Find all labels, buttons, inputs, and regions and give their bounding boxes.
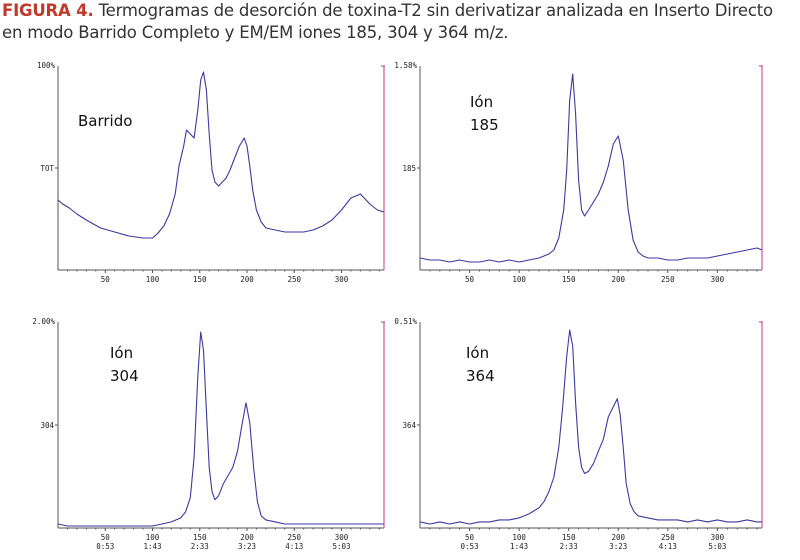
x-tick-label: 150 bbox=[193, 275, 207, 284]
x-tick-label: 50 bbox=[465, 275, 475, 284]
x-tick-label: 100 bbox=[146, 533, 160, 542]
figure-caption-text: Termogramas de desorción de toxina-T2 si… bbox=[2, 1, 773, 42]
y-top-label: 2.00% bbox=[32, 317, 55, 326]
x-tick-label: 300 bbox=[335, 533, 349, 542]
x-tick-label: 300 bbox=[335, 275, 349, 284]
x-tick-label: 200 bbox=[240, 275, 254, 284]
time-tick-label: 5:03 bbox=[332, 542, 350, 551]
time-tick-label: 4:13 bbox=[285, 542, 303, 551]
time-tick-label: 1:43 bbox=[143, 542, 161, 551]
time-tick-label: 0:53 bbox=[461, 542, 479, 551]
thermogram-trace bbox=[57, 71, 385, 239]
x-tick-label: 200 bbox=[611, 533, 625, 542]
x-tick-label: 250 bbox=[287, 275, 301, 284]
time-tick-label: 0:53 bbox=[96, 542, 114, 551]
time-tick-label: 2:33 bbox=[560, 542, 578, 551]
x-tick-label: 50 bbox=[465, 533, 475, 542]
panel-label-line: 364 bbox=[466, 367, 495, 385]
y-top-label: 0.51% bbox=[394, 317, 417, 326]
x-tick-label: 200 bbox=[611, 275, 625, 284]
panel-label-line: Ión bbox=[110, 344, 133, 362]
thermogram-trace bbox=[57, 331, 384, 527]
x-tick-label: 150 bbox=[193, 533, 207, 542]
x-tick-label: 100 bbox=[512, 275, 526, 284]
figure-label: FIGURA 4. bbox=[2, 1, 94, 20]
time-tick-label: 4:13 bbox=[659, 542, 677, 551]
x-tick-label: 300 bbox=[711, 275, 725, 284]
figure-caption: FIGURA 4. Termogramas de desorción de to… bbox=[2, 0, 798, 44]
panel-label-line: Ión bbox=[466, 344, 489, 362]
panel-2: 1.58% 185 50 100 150 200 250 300 Ión 185 bbox=[394, 61, 763, 284]
y-mid-label: 304 bbox=[40, 421, 54, 430]
thermogram-trace bbox=[419, 73, 763, 263]
panel-label-line: Barrido bbox=[78, 112, 132, 130]
panel-label-line: 304 bbox=[110, 367, 139, 385]
panel-label-line: Ión bbox=[470, 93, 493, 111]
x-tick-label: 50 bbox=[101, 533, 111, 542]
x-tick-label: 100 bbox=[512, 533, 526, 542]
y-mid-label: TOT bbox=[40, 164, 54, 173]
x-tick-label: 300 bbox=[711, 533, 725, 542]
x-tick-label: 50 bbox=[101, 275, 111, 284]
x-tick-label: 250 bbox=[287, 533, 301, 542]
x-tick-label: 250 bbox=[661, 533, 675, 542]
x-tick-label: 150 bbox=[562, 275, 576, 284]
time-tick-label: 1:43 bbox=[510, 542, 528, 551]
x-tick-label: 200 bbox=[240, 533, 254, 542]
y-top-label: 100% bbox=[37, 61, 56, 70]
y-top-label: 1.58% bbox=[394, 61, 417, 70]
y-mid-label: 364 bbox=[402, 421, 416, 430]
time-tick-label: 3:23 bbox=[609, 542, 627, 551]
thermogram-trace bbox=[419, 329, 762, 525]
x-tick-label: 100 bbox=[146, 275, 160, 284]
x-tick-label: 250 bbox=[661, 275, 675, 284]
y-mid-label: 185 bbox=[402, 164, 416, 173]
time-tick-label: 3:23 bbox=[238, 542, 256, 551]
time-tick-label: 5:03 bbox=[708, 542, 726, 551]
time-tick-label: 2:33 bbox=[191, 542, 209, 551]
panel-1: 100% TOT 50 100 150 200 250 300 Barrido bbox=[37, 61, 385, 284]
x-tick-label: 150 bbox=[562, 533, 576, 542]
panel-label-line: 185 bbox=[470, 116, 499, 134]
